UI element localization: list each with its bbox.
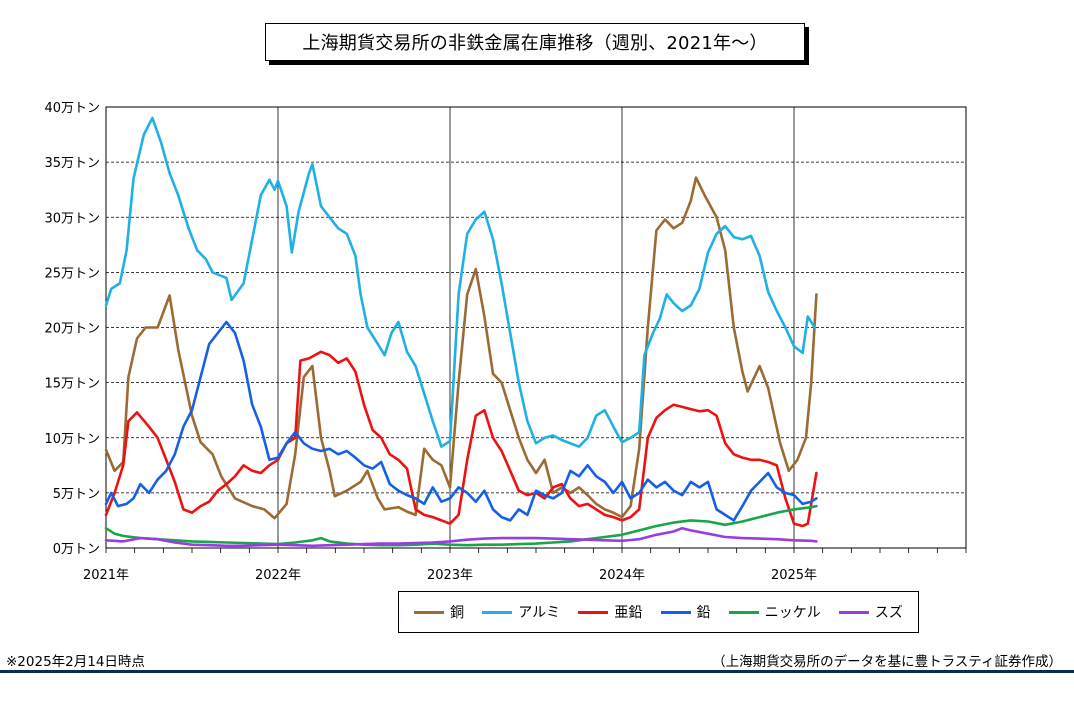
chart-title-text: 上海期貨交易所の非鉄金属在庫推移（週別、2021年〜） bbox=[302, 33, 768, 54]
series-line bbox=[104, 350, 818, 528]
legend-label: ニッケル bbox=[764, 605, 821, 621]
y-tick-label: 40万トン bbox=[44, 101, 100, 116]
x-tick-label: 2025年 bbox=[771, 568, 817, 583]
y-tick-label: 10万トン bbox=[44, 432, 100, 447]
legend-item: スズ bbox=[838, 602, 903, 622]
legend-item: 亜鉛 bbox=[578, 602, 642, 622]
x-tick-label: 2021年 bbox=[83, 568, 129, 583]
legend-item: 鉛 bbox=[660, 602, 711, 622]
chart-legend: 銅 アルミ 亜鉛 鉛 ニッケル スズ bbox=[398, 591, 919, 633]
legend-swatch bbox=[414, 610, 445, 614]
legend-swatch bbox=[482, 610, 513, 614]
series-line bbox=[104, 504, 818, 547]
x-tick-label: 2024年 bbox=[599, 568, 645, 583]
x-tick-label: 2022年 bbox=[255, 568, 301, 583]
series-line bbox=[104, 176, 818, 520]
chart-title: 上海期貨交易所の非鉄金属在庫推移（週別、2021年〜） bbox=[265, 23, 805, 61]
legend-swatch bbox=[660, 610, 691, 614]
series-line bbox=[104, 320, 818, 522]
bottom-rule bbox=[0, 670, 1074, 673]
y-tick-label: 25万トン bbox=[44, 266, 100, 281]
legend-label: アルミ bbox=[518, 605, 561, 621]
legend-item: アルミ bbox=[482, 602, 560, 622]
legend-label: 銅 bbox=[450, 605, 465, 621]
legend-label: スズ bbox=[874, 605, 903, 621]
legend-swatch bbox=[838, 610, 869, 614]
legend-label: 亜鉛 bbox=[614, 605, 643, 621]
legend-item: ニッケル bbox=[728, 602, 821, 622]
legend-swatch bbox=[578, 610, 609, 614]
series-line bbox=[104, 116, 816, 448]
y-tick-label: 35万トン bbox=[44, 156, 100, 171]
footnote: ※2025年2月14日時点 bbox=[6, 654, 145, 670]
legend-label: 鉛 bbox=[696, 605, 711, 621]
legend-item: 銅 bbox=[414, 602, 464, 622]
y-tick-label: 30万トン bbox=[44, 211, 100, 226]
legend-swatch bbox=[728, 610, 759, 614]
series-line bbox=[104, 526, 818, 548]
y-tick-label: 15万トン bbox=[44, 377, 100, 392]
y-tick-label: 5万トン bbox=[53, 487, 100, 502]
x-tick-label: 2023年 bbox=[427, 568, 473, 583]
y-tick-label: 20万トン bbox=[44, 322, 100, 337]
source-note: （上海期貨交易所のデータを基に豊トラスティ証券作成） bbox=[712, 654, 1062, 670]
y-tick-label: 0万トン bbox=[53, 542, 100, 557]
